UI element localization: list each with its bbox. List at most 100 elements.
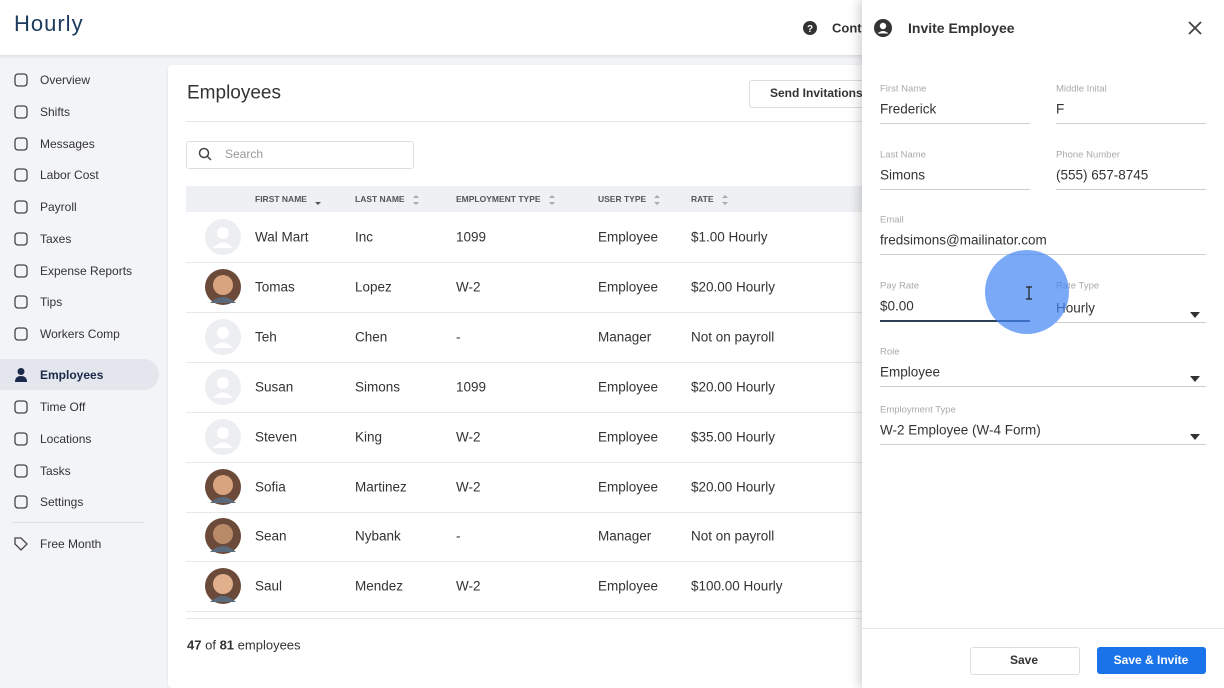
row-divider — [186, 561, 886, 563]
field-value[interactable]: (555) 657-8745 — [1056, 167, 1149, 183]
field-value[interactable]: F — [1056, 101, 1065, 117]
field-underline — [880, 189, 1030, 190]
field-value[interactable]: Simons — [880, 167, 926, 183]
nav-item[interactable]: Payroll — [40, 200, 77, 214]
field-underline — [1056, 189, 1206, 190]
table-cell: $20.00 Hourly — [691, 378, 776, 394]
nav-item[interactable]: Labor Cost — [40, 168, 99, 183]
nav-icon-svg — [14, 200, 28, 214]
table-cell: Simons — [355, 378, 401, 394]
dropdown-arrow[interactable] — [1190, 369, 1200, 382]
save-button[interactable] — [970, 647, 1080, 675]
field-underline — [880, 320, 1030, 322]
field-value[interactable]: Employee — [880, 364, 941, 380]
nav-item[interactable]: Overview — [40, 73, 91, 87]
column-header[interactable]: FIRST NAME — [255, 193, 307, 204]
save-invite-button[interactable] — [1097, 647, 1206, 674]
footer-shown: 47 — [187, 637, 202, 653]
field-label: Last Name — [880, 149, 926, 161]
footer-count: 47 of 81 employees — [187, 639, 301, 652]
table-cell: $35.00 Hourly — [691, 428, 776, 444]
table-cell: $20.00 Hourly — [691, 478, 776, 494]
nav-icon — [13, 399, 29, 415]
sort-icon — [412, 193, 420, 205]
cursor-highlight — [985, 250, 1069, 334]
nav-icon-svg — [14, 432, 28, 446]
field-label: Middle Inital — [1056, 83, 1107, 95]
nav-item[interactable]: Free Month — [40, 537, 102, 551]
table-cell: Nybank — [355, 528, 401, 544]
field-underline — [880, 386, 1206, 387]
close-button[interactable] — [1188, 21, 1202, 35]
field-value[interactable]: Frederick — [880, 101, 937, 117]
avatar-photo-svg — [205, 518, 241, 555]
contact-link[interactable]: Conta — [832, 20, 869, 36]
row-divider — [186, 262, 886, 263]
row-divider — [186, 411, 886, 413]
column-header[interactable]: USER TYPE — [598, 193, 647, 204]
field-value[interactable]: W-2 Employee (W-4 Form) — [880, 422, 1041, 438]
nav-item[interactable]: Tips — [40, 295, 63, 310]
table-cell: Sofia — [255, 478, 286, 494]
table-cell: Employee — [598, 428, 659, 444]
panel-title: Invite Employee — [908, 20, 1015, 36]
table-cell: W-2 — [456, 428, 481, 444]
help-icon[interactable]: ? — [803, 21, 817, 35]
nav-icon — [13, 294, 29, 310]
avatar-default — [205, 318, 241, 355]
dropdown-arrow[interactable] — [1190, 305, 1200, 318]
search-box[interactable] — [186, 141, 414, 169]
help-icon-svg: ? — [803, 21, 817, 35]
title-divider — [186, 121, 876, 122]
nav-item[interactable]: Taxes — [40, 231, 72, 246]
field-value[interactable]: fredsimons@mailinator.com — [880, 232, 1047, 248]
avatar-default-svg — [205, 318, 241, 355]
nav-item[interactable]: Tasks — [40, 463, 71, 478]
sort-icon — [653, 193, 661, 205]
panel-footer-divider — [862, 628, 1224, 629]
send-button-label[interactable]: Send Invitations — [770, 86, 863, 100]
nav-item[interactable]: Workers Comp — [40, 327, 120, 341]
table-cell: $100.00 Hourly — [691, 578, 783, 594]
table-cell: W-2 — [456, 478, 481, 494]
field-value[interactable]: $0.00 — [880, 298, 914, 314]
nav-item[interactable]: Messages — [40, 136, 95, 151]
field-label: Role — [880, 346, 900, 358]
send-button[interactable] — [749, 80, 871, 108]
table-cell: Martinez — [355, 478, 407, 494]
nav-item[interactable]: Employees — [40, 368, 104, 383]
page-title: Employees — [187, 82, 281, 104]
table-header — [186, 186, 886, 212]
column-header[interactable]: RATE — [691, 193, 714, 204]
table-cell: Not on payroll — [691, 329, 775, 345]
text-cursor-svg — [1026, 286, 1032, 300]
avatar-default — [205, 418, 241, 455]
field-underline — [880, 444, 1206, 445]
column-header[interactable]: EMPLOYMENT TYPE — [456, 193, 541, 204]
nav-icon-svg — [14, 263, 28, 278]
sort-icon-svg — [721, 195, 728, 205]
field-underline — [1056, 322, 1206, 323]
nav-icon — [13, 72, 29, 88]
nav-item[interactable]: Shifts — [40, 104, 71, 119]
table-cell: Mendez — [355, 578, 404, 594]
save-label[interactable]: Save — [1009, 653, 1039, 667]
nav-item[interactable]: Time Off — [40, 400, 86, 414]
nav-icon-svg — [14, 400, 28, 414]
nav-item[interactable]: Locations — [40, 431, 92, 446]
dropdown-arrow[interactable] — [1190, 427, 1200, 440]
table-cell: Inc — [355, 229, 374, 245]
nav-icon — [13, 536, 29, 552]
nav-icon-svg — [14, 327, 28, 341]
save-invite-label[interactable]: Save & Invite — [1113, 653, 1189, 667]
field-label: Pay Rate — [880, 280, 920, 292]
nav-item[interactable]: Expense Reports — [40, 263, 133, 278]
table-cell: Lopez — [355, 279, 392, 295]
column-header[interactable]: LAST NAME — [355, 193, 405, 204]
avatar-default-svg — [205, 368, 241, 405]
table-cell: Employee — [598, 478, 659, 494]
field-underline — [1056, 123, 1206, 124]
nav-item[interactable]: Settings — [40, 495, 84, 510]
nav-icon — [13, 199, 29, 215]
nav-icon — [13, 263, 29, 279]
